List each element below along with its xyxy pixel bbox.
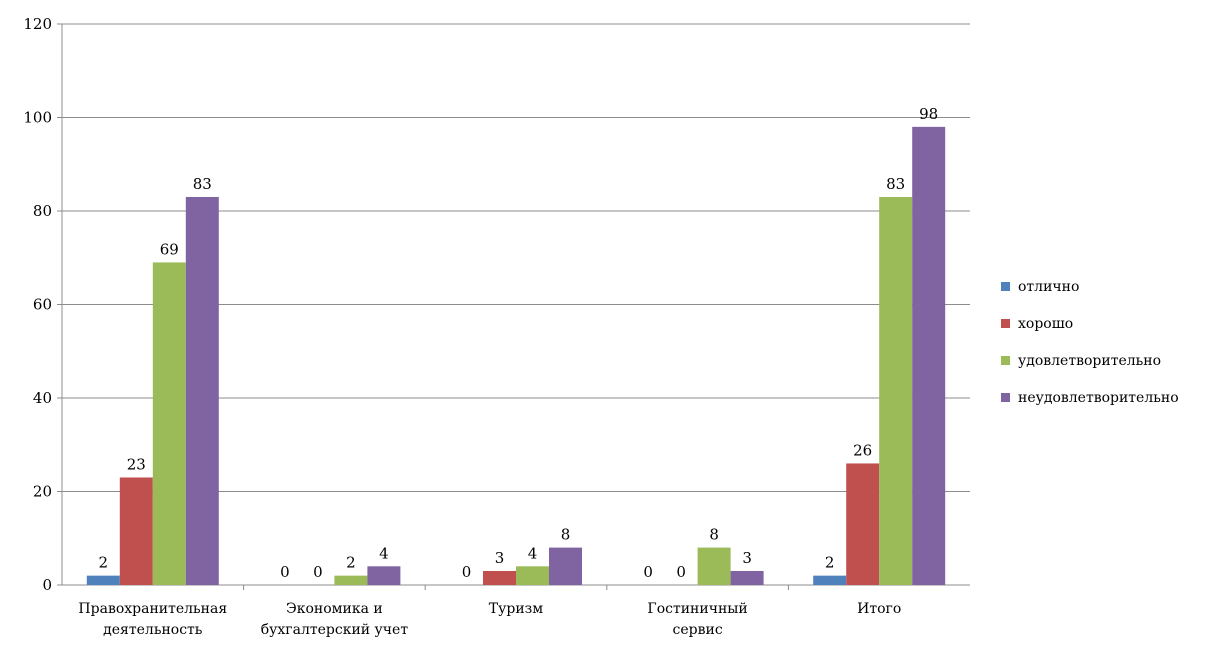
y-tick-label: 40 bbox=[33, 389, 52, 407]
data-label: 3 bbox=[495, 549, 505, 567]
x-category-label: деятельность bbox=[103, 622, 203, 638]
legend-swatch-хорошо bbox=[1001, 319, 1010, 328]
bar-хорошо-2 bbox=[483, 570, 516, 585]
y-tick-label: 20 bbox=[33, 483, 52, 501]
data-label: 23 bbox=[127, 455, 146, 473]
x-category-label: Экономика и bbox=[286, 601, 383, 617]
data-label: 2 bbox=[346, 554, 356, 572]
data-label: 8 bbox=[561, 526, 571, 544]
legend-swatch-неудовлетворительно bbox=[1001, 393, 1010, 402]
x-axis-categories: Правохранительная деятельность Экономика и… bbox=[78, 601, 901, 638]
y-tick-label: 100 bbox=[23, 109, 52, 127]
x-category-label: Итого bbox=[857, 601, 901, 617]
legend-label: отлично bbox=[1018, 279, 1079, 295]
bar-неудовлетворительно-3 bbox=[730, 570, 764, 585]
bar-неудовлетворительно-2 bbox=[549, 547, 582, 585]
legend-label: хорошо bbox=[1018, 316, 1073, 332]
bar-удовлетворительно-4 bbox=[879, 196, 913, 585]
data-label: 4 bbox=[528, 544, 538, 562]
x-category-label: Правохранительная bbox=[78, 601, 227, 617]
x-category-label: Гостиничный bbox=[647, 601, 747, 617]
bar-удовлетворительно-2 bbox=[516, 566, 549, 585]
data-label: 0 bbox=[280, 563, 290, 581]
y-tick-label: 120 bbox=[23, 15, 52, 33]
data-label: 2 bbox=[99, 554, 109, 572]
bar-удовлетворительно-0 bbox=[152, 262, 186, 585]
legend-swatch-удовлетворительно bbox=[1001, 356, 1010, 365]
data-label: 0 bbox=[313, 563, 323, 581]
data-label: 26 bbox=[853, 441, 872, 459]
bar-удовлетворительно-1 bbox=[334, 575, 368, 585]
y-tick-label: 80 bbox=[33, 202, 52, 220]
bar-удовлетворительно-3 bbox=[697, 547, 731, 585]
data-label: 98 bbox=[919, 105, 938, 123]
legend-swatch-отлично bbox=[1001, 282, 1010, 291]
legend-label: удовлетворительно bbox=[1018, 353, 1161, 369]
x-category-label: Туризм bbox=[489, 601, 544, 617]
y-axis-ticks: 0 20 40 60 80 100 120 bbox=[23, 15, 62, 594]
data-label: 2 bbox=[825, 554, 835, 572]
data-label: 0 bbox=[462, 563, 472, 581]
data-label: 83 bbox=[193, 175, 212, 193]
bar-неудовлетворительно-4 bbox=[912, 126, 946, 585]
bars bbox=[86, 126, 946, 585]
x-category-label: сервис bbox=[673, 622, 723, 638]
bar-отлично-4 bbox=[813, 575, 847, 585]
bar-неудовлетворительно-0 bbox=[185, 196, 219, 585]
y-tick-label: 60 bbox=[33, 296, 52, 314]
legend: отлично хорошо удовлетворительно неудовлетв… bbox=[1001, 279, 1179, 406]
data-label: 0 bbox=[643, 563, 653, 581]
data-label: 3 bbox=[742, 549, 752, 567]
data-label: 4 bbox=[379, 544, 389, 562]
bar-хорошо-0 bbox=[119, 477, 153, 585]
data-label: 0 bbox=[676, 563, 686, 581]
data-label: 8 bbox=[709, 526, 719, 544]
bar-неудовлетворительно-1 bbox=[367, 566, 401, 585]
y-tick-label: 0 bbox=[42, 576, 52, 594]
data-label: 69 bbox=[160, 240, 179, 258]
legend-label: неудовлетворительно bbox=[1018, 390, 1179, 406]
bar-отлично-0 bbox=[86, 575, 120, 585]
bar-хорошо-4 bbox=[846, 463, 880, 585]
x-category-label: бухгалтерский учет bbox=[261, 622, 409, 638]
data-label: 83 bbox=[886, 175, 905, 193]
